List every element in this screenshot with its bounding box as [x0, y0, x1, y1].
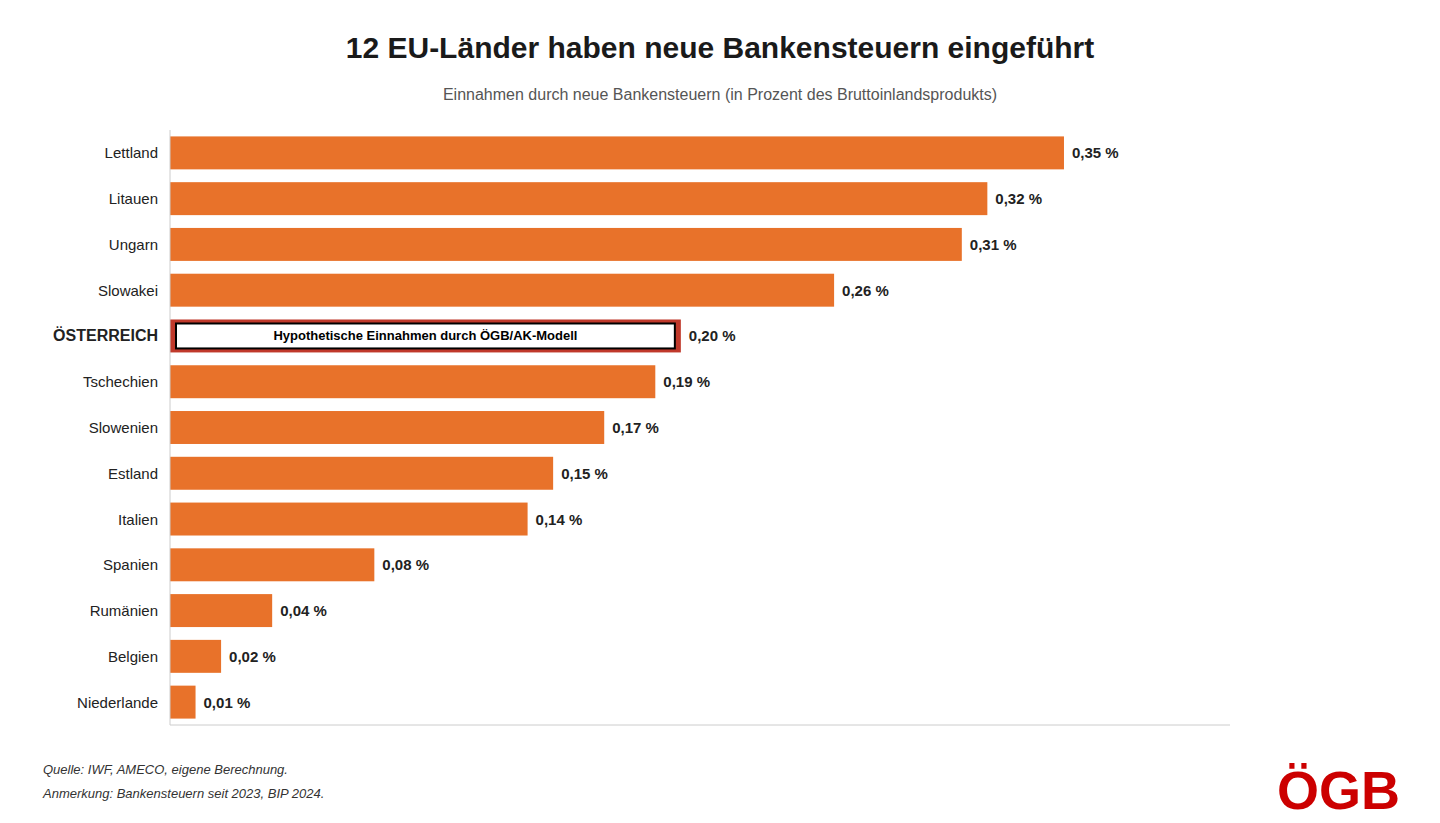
source: Quelle: IWF, AMECO, eigene Berechnung. [43, 762, 288, 777]
title: 12 EU-Länder haben neue Bankensteuern ei… [346, 31, 1095, 64]
background [0, 0, 1440, 823]
data-label: 0,15 % [561, 465, 608, 482]
bar [170, 274, 834, 307]
category-label: Lettland [105, 144, 158, 161]
data-label: 0,31 % [970, 236, 1017, 253]
logo: ÖGB [1277, 760, 1400, 820]
y-axis-line [170, 130, 171, 725]
category-label: Ungarn [109, 236, 158, 253]
subtitle: Einnahmen durch neue Bankensteuern (in P… [443, 86, 997, 103]
annotation-box [176, 323, 675, 348]
data-label: 0,32 % [995, 190, 1042, 207]
note: Anmerkung: Bankensteuern seit 2023, BIP … [42, 786, 324, 801]
bar [170, 503, 528, 536]
category-label: Niederlande [77, 694, 158, 711]
data-label: 0,26 % [842, 282, 889, 299]
data-label: 0,01 % [204, 694, 251, 711]
data-label: 0,17 % [612, 419, 659, 436]
annotation-text: Hypothetische Einnahmen durch ÖGB/AK-Mod… [273, 328, 577, 343]
data-label: 0,19 % [663, 373, 710, 390]
category-label: Belgien [108, 648, 158, 665]
category-label: Litauen [109, 190, 158, 207]
x-axis-line [170, 725, 1230, 726]
bar [170, 594, 272, 627]
data-label: 0,14 % [536, 511, 583, 528]
bar [170, 640, 221, 673]
bar [170, 411, 604, 444]
category-label: ÖSTERREICH [53, 326, 158, 344]
category-label: Slowenien [89, 419, 158, 436]
category-label: Tschechien [83, 373, 158, 390]
category-label: Italien [118, 511, 158, 528]
category-label: Spanien [103, 556, 158, 573]
bar [170, 457, 553, 490]
bar [170, 365, 655, 398]
labels: Lettland 0,35 % Litauen 0,32 % Ungarn 0,31 % S… [53, 144, 1119, 710]
bars [170, 136, 1064, 718]
bar [170, 136, 1064, 169]
bar [170, 182, 987, 215]
bar [170, 548, 374, 581]
category-label: Rumänien [90, 602, 158, 619]
data-label: 0,08 % [382, 556, 429, 573]
data-label: 0,20 % [689, 327, 736, 344]
chart: 12 EU-Länder haben neue Bankensteuern ei… [0, 0, 1440, 823]
data-label: 0,04 % [280, 602, 327, 619]
bar [170, 228, 962, 261]
category-label: Estland [108, 465, 158, 482]
data-label: 0,02 % [229, 648, 276, 665]
annotation: Hypothetische Einnahmen durch ÖGB/AK-Mod… [176, 323, 675, 348]
bar [170, 319, 681, 352]
data-label: 0,35 % [1072, 144, 1119, 161]
bar [170, 686, 196, 719]
category-label: Slowakei [98, 282, 158, 299]
